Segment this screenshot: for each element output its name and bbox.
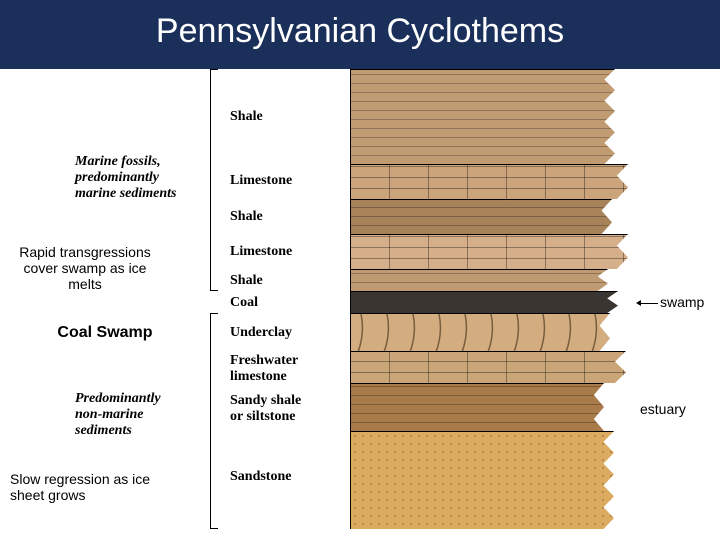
layer-label: Sandy shale or siltstone (230, 393, 301, 425)
layer-underclay (350, 313, 610, 351)
left-annotation: Slow regression as ice sheet grows (10, 471, 160, 503)
strat-column (350, 69, 630, 539)
left-annotations: Marine fossils, predominantly marine sed… (0, 69, 210, 539)
layer-limestone (350, 234, 628, 269)
layer-label: Limestone (230, 244, 292, 260)
layer-sandstone (350, 431, 614, 529)
layer-label: Shale (230, 273, 263, 289)
layer-label: Underclay (230, 325, 292, 341)
layer-label: Sandstone (230, 469, 291, 485)
layer-shale (350, 199, 612, 234)
right-annotations: swamp estuary (640, 69, 720, 539)
layer-label: Coal (230, 295, 258, 311)
arrow-left-icon (640, 303, 658, 304)
left-annotation: Predominantly non-marine sediments (75, 391, 225, 439)
layer-shale (350, 69, 615, 164)
left-annotation: Marine fossils, predominantly marine sed… (75, 154, 225, 202)
layer-limestone (350, 164, 628, 199)
layer-shale (350, 269, 608, 291)
layer-label: Shale (230, 109, 263, 125)
layer-sandy-shale-or-siltstone (350, 383, 604, 431)
right-annotation: swamp (640, 294, 704, 310)
layer-freshwater-limestone (350, 351, 626, 383)
left-annotation: Rapid transgressions cover swamp as ice … (10, 244, 160, 292)
layer-label: Limestone (230, 173, 292, 189)
bracket (210, 69, 218, 291)
diagram-area: Marine fossils, predominantly marine sed… (0, 69, 720, 539)
layer-label: Freshwater limestone (230, 353, 298, 385)
layer-name-labels: Shale Limestone Shale Limestone Shale Coal Und… (230, 69, 350, 539)
bracket (210, 313, 218, 529)
left-annotation: Coal Swamp (30, 324, 180, 342)
layer-coal (350, 291, 618, 313)
right-annotation: estuary (640, 401, 686, 417)
page-title: Pennsylvanian Cyclothems (0, 0, 720, 69)
layer-label: Shale (230, 209, 263, 225)
